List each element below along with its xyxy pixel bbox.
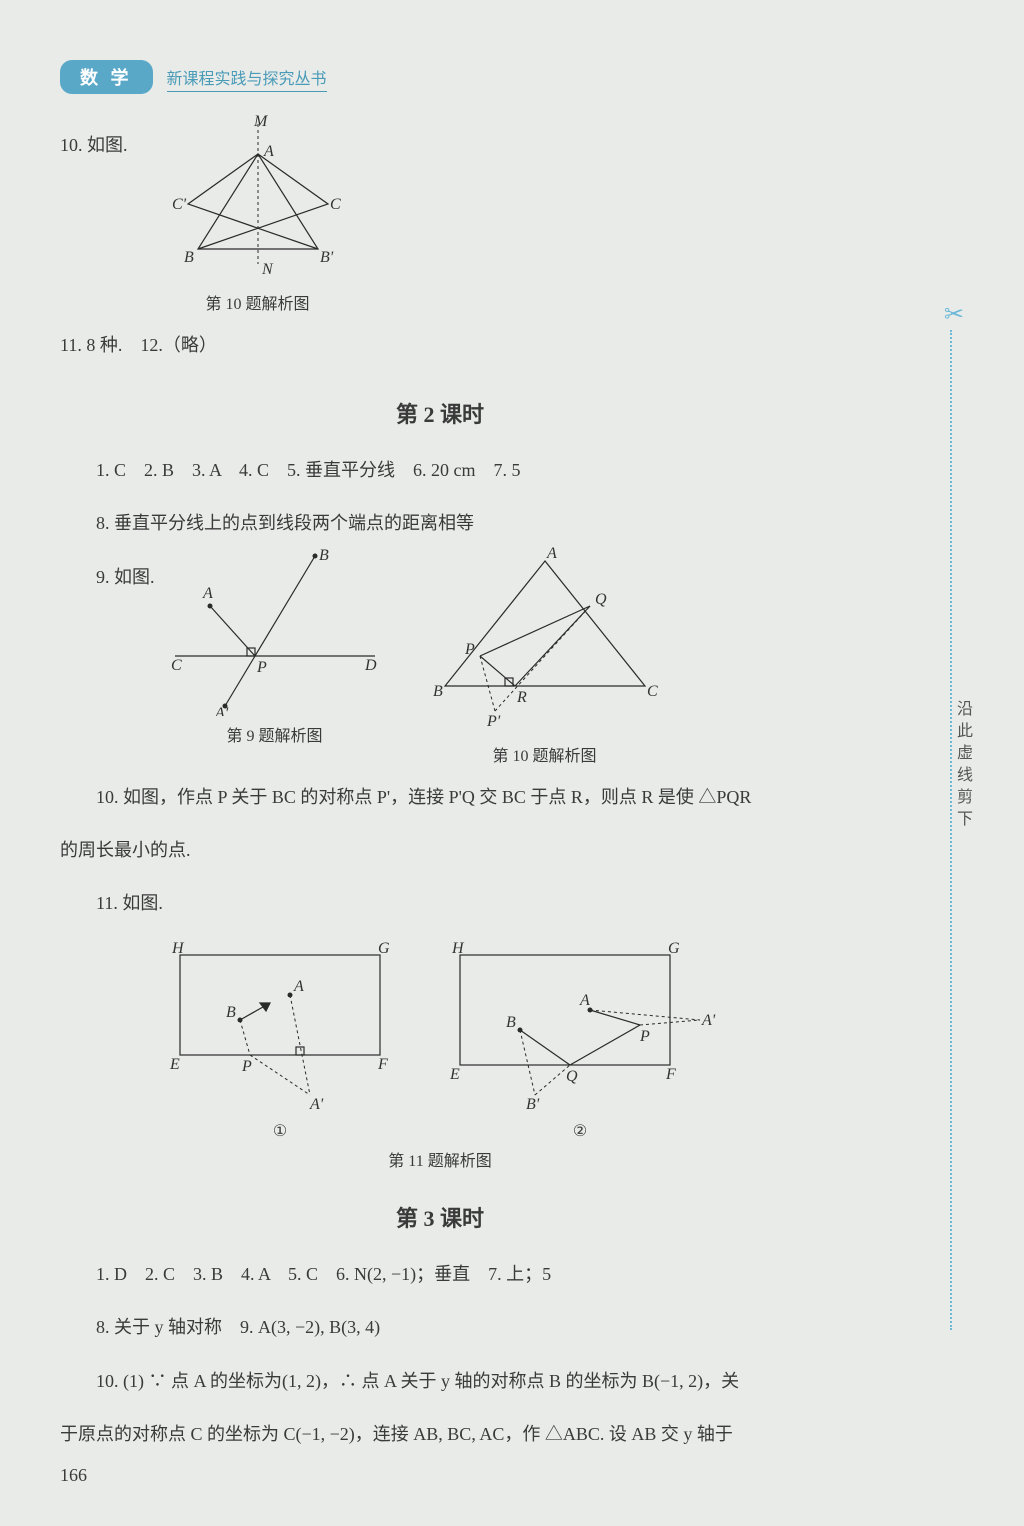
svg-text:A: A [263, 143, 274, 160]
svg-text:B': B' [320, 249, 334, 266]
svg-text:R: R [516, 689, 527, 706]
svg-text:C: C [647, 683, 658, 700]
cut-text: 沿此虚线剪下 [950, 700, 974, 832]
svg-text:A: A [546, 546, 557, 562]
svg-text:Q: Q [595, 591, 607, 608]
fig10b-caption: 第 10 题解析图 [425, 742, 665, 766]
svg-text:P: P [241, 1058, 252, 1075]
svg-text:B: B [506, 1014, 516, 1031]
svg-text:D: D [364, 657, 377, 674]
section2-title: 第 2 课时 [60, 397, 820, 429]
fig10a-svg: M A C C' B B' N [158, 114, 358, 284]
svg-text:Q: Q [566, 1068, 578, 1085]
svg-text:C: C [330, 196, 341, 213]
subject-tab: 数 学 [60, 60, 153, 94]
svg-text:G: G [378, 940, 390, 957]
s2-q11: 11. 如图. [60, 882, 820, 925]
fig11-1: H G E F A B P A' ① [160, 935, 400, 1141]
fig11-circ1: ① [160, 1121, 400, 1141]
page-header: 数 学 新课程实践与探究丛书 [60, 60, 820, 94]
fig11-2: H G E F A A' B B' P Q ② [440, 935, 720, 1141]
s3-line3: 10. (1) ∵ 点 A 的坐标为(1, 2)，∴ 点 A 关于 y 轴的对称… [60, 1360, 820, 1403]
fig10b-block: A B C P Q R P' 第 10 题解析图 [425, 546, 665, 766]
svg-text:P: P [464, 641, 475, 658]
fig9-block: A B C D P A' 第 9 题解析图 [165, 546, 385, 746]
fig9-caption: 第 9 题解析图 [165, 722, 385, 746]
svg-text:A': A' [701, 1012, 716, 1029]
series-title: 新课程实践与探究丛书 [167, 65, 327, 92]
svg-text:F: F [665, 1066, 676, 1083]
s3-line4: 于原点的对称点 C 的坐标为 C(−1, −2)，连接 AB, BC, AC，作… [60, 1413, 820, 1456]
fig10b-svg: A B C P Q R P' [425, 546, 665, 736]
s2-line2: 8. 垂直平分线上的点到线段两个端点的距离相等 [60, 502, 820, 545]
svg-text:A: A [579, 992, 590, 1009]
section3-title: 第 3 课时 [60, 1201, 820, 1233]
s3-line1: 1. D 2. C 3. B 4. A 5. C 6. N(2, −1)；垂直 … [60, 1253, 820, 1296]
svg-text:C: C [171, 657, 182, 674]
q10-row: 10. 如图. M A C C' B B' N 第 10 题解析图 [60, 114, 820, 314]
s2-q10-text: 10. 如图，作点 P 关于 BC 的对称点 P'，连接 P'Q 交 BC 于点… [60, 776, 820, 819]
fig10a-block: M A C C' B B' N 第 10 题解析图 [158, 114, 358, 314]
scissors-icon: ✂ [944, 300, 964, 329]
fig11-1-svg: H G E F A B P A' [160, 935, 400, 1115]
svg-text:H: H [171, 940, 185, 957]
fig11-2-svg: H G E F A A' B B' P Q [440, 935, 720, 1115]
svg-text:P': P' [486, 713, 501, 730]
svg-text:E: E [449, 1066, 460, 1083]
fig11-circ2: ② [440, 1121, 720, 1141]
svg-text:P: P [639, 1028, 650, 1045]
s2-fig-row: 9. 如图. A B C D P A' 第 9 题解析图 [60, 546, 820, 766]
svg-text:A': A' [309, 1096, 324, 1113]
s3-line2: 8. 关于 y 轴对称 9. A(3, −2), B(3, 4) [60, 1306, 820, 1349]
svg-text:B: B [433, 683, 443, 700]
svg-text:B: B [184, 249, 194, 266]
s2-q9: 9. 如图. [60, 556, 155, 599]
svg-text:B': B' [526, 1096, 540, 1113]
q11-12: 11. 8 种. 12.（略） [60, 324, 820, 367]
svg-text:B: B [319, 547, 329, 564]
svg-text:E: E [169, 1056, 180, 1073]
fig11-caption: 第 11 题解析图 [60, 1147, 820, 1171]
svg-text:G: G [668, 940, 680, 957]
svg-text:N: N [261, 261, 274, 278]
svg-text:A': A' [214, 705, 229, 716]
svg-text:C': C' [172, 196, 187, 213]
fig9-svg: A B C D P A' [165, 546, 385, 716]
svg-text:H: H [451, 940, 465, 957]
fig10a-caption: 第 10 题解析图 [158, 290, 358, 314]
page-content: 数 学 新课程实践与探究丛书 10. 如图. M A C C' B B' N 第… [60, 60, 820, 1456]
s2-q10-text2: 的周长最小的点. [60, 829, 820, 872]
svg-text:A: A [202, 585, 213, 602]
fig11-row: H G E F A B P A' ① [60, 935, 820, 1141]
s2-line1: 1. C 2. B 3. A 4. C 5. 垂直平分线 6. 20 cm 7.… [60, 449, 820, 492]
q10-label: 10. 如图. [60, 124, 128, 167]
page-number: 166 [60, 1465, 87, 1486]
svg-text:M: M [253, 114, 269, 130]
svg-text:B: B [226, 1004, 236, 1021]
svg-text:P: P [256, 659, 267, 676]
svg-text:A: A [293, 978, 304, 995]
svg-text:F: F [377, 1056, 388, 1073]
